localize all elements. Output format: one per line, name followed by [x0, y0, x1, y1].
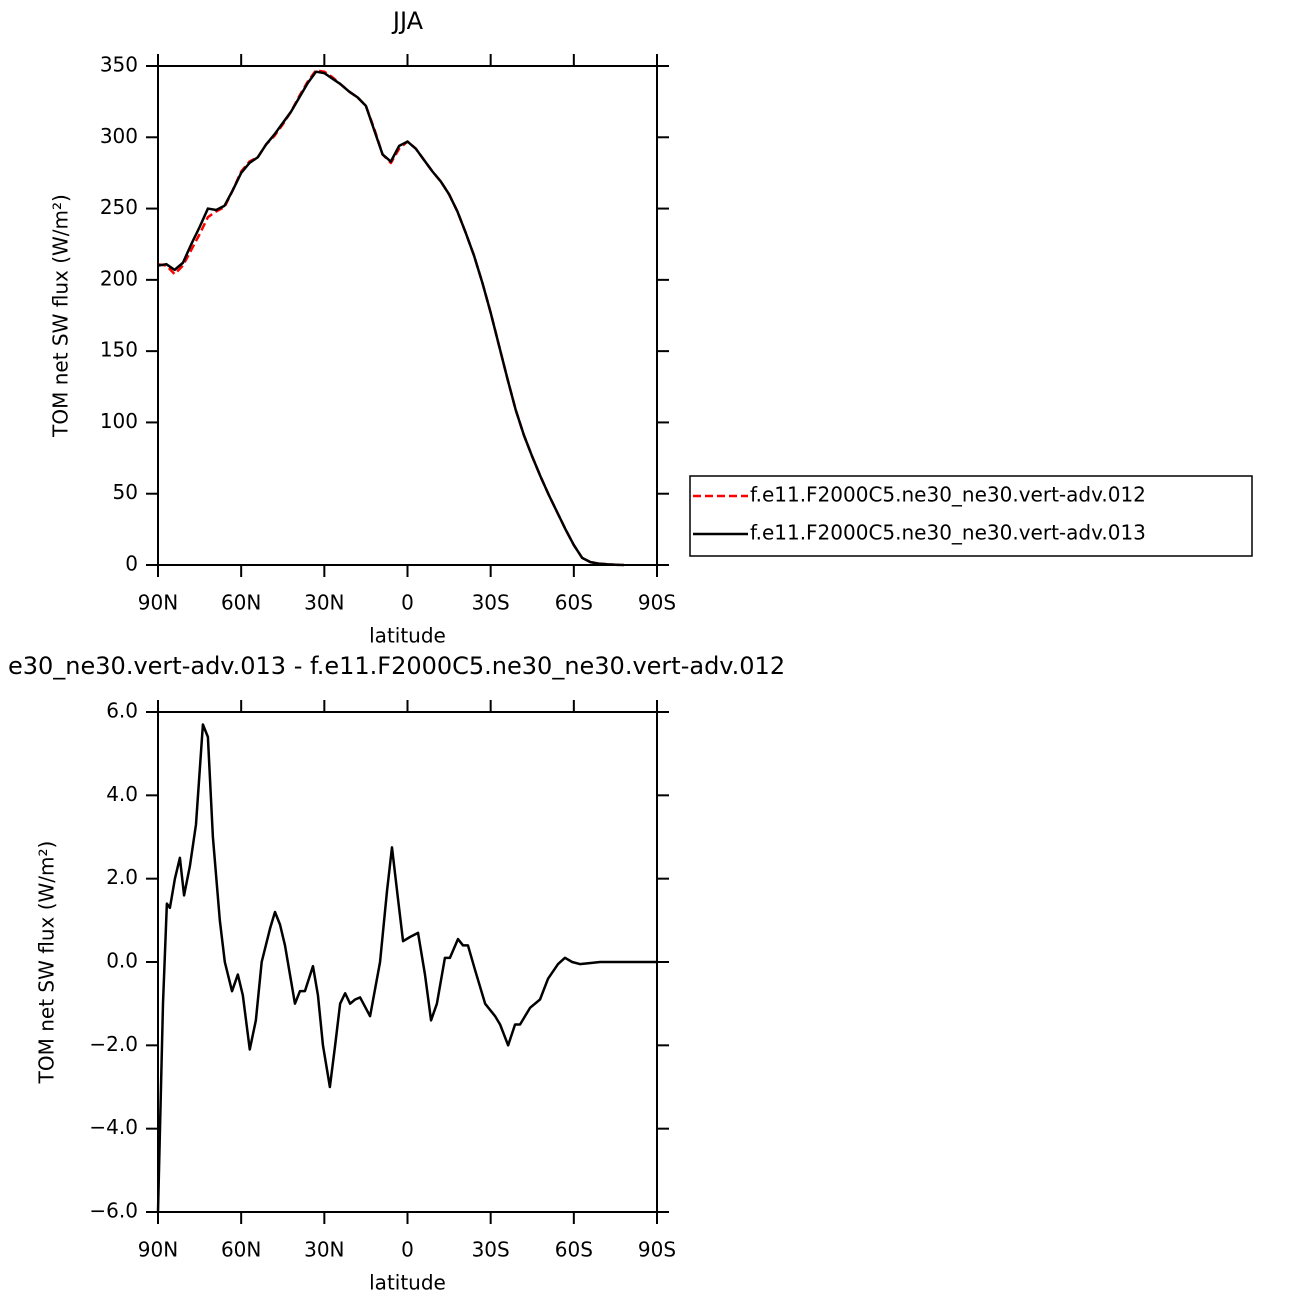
y-tick-label: 100: [100, 409, 138, 433]
y-tick-label: 50: [113, 480, 138, 504]
x-tick-label: 60S: [555, 1238, 593, 1262]
y-axis-label: TOM net SW flux (W/m²): [35, 841, 59, 1085]
y-tick-label: −4.0: [89, 1115, 138, 1139]
x-tick-label: 90S: [638, 1238, 676, 1262]
legend-box: [689, 475, 1253, 557]
x-tick-label: 60N: [221, 591, 261, 615]
y-tick-label: 6.0: [106, 699, 138, 723]
legend-label: f.e11.F2000C5.ne30_ne30.vert-adv.012: [750, 483, 1146, 507]
y-tick-label: 150: [100, 338, 138, 362]
x-tick-label: 90N: [138, 591, 178, 615]
chart-title: e30_ne30.vert-adv.013 - f.e11.F2000C5.ne…: [8, 652, 785, 680]
legend-label: f.e11.F2000C5.ne30_ne30.vert-adv.013: [750, 521, 1146, 545]
x-axis-label: latitude: [369, 1271, 446, 1295]
x-tick-label: 90N: [138, 1238, 178, 1262]
x-tick-label: 60S: [555, 591, 593, 615]
x-tick-label: 30S: [472, 1238, 510, 1262]
y-tick-label: 250: [100, 195, 138, 219]
y-tick-label: 350: [100, 53, 138, 77]
chart-title: JJA: [391, 7, 424, 35]
y-tick-label: 4.0: [106, 782, 138, 806]
y-axis-label: TOM net SW flux (W/m²): [49, 194, 73, 438]
x-tick-label: 30S: [472, 591, 510, 615]
y-tick-label: −6.0: [89, 1199, 138, 1223]
y-tick-label: 2.0: [106, 865, 138, 889]
x-tick-label: 60N: [221, 1238, 261, 1262]
y-tick-label: 0: [125, 552, 138, 576]
plot-frame: [157, 65, 658, 566]
series-line: [156, 723, 657, 1213]
plot-frame: [157, 711, 658, 1213]
x-tick-label: 90S: [638, 591, 676, 615]
series-line: [157, 70, 624, 567]
y-tick-label: 0.0: [106, 949, 138, 973]
x-tick-label: 30N: [304, 1238, 344, 1262]
x-tick-label: 0: [401, 591, 414, 615]
series-line: [157, 69, 624, 567]
y-tick-label: −2.0: [89, 1032, 138, 1056]
y-tick-label: 300: [100, 124, 138, 148]
x-tick-label: 30N: [304, 591, 344, 615]
x-axis-label: latitude: [369, 624, 446, 648]
x-tick-label: 0: [401, 1238, 414, 1262]
y-tick-label: 200: [100, 266, 138, 290]
